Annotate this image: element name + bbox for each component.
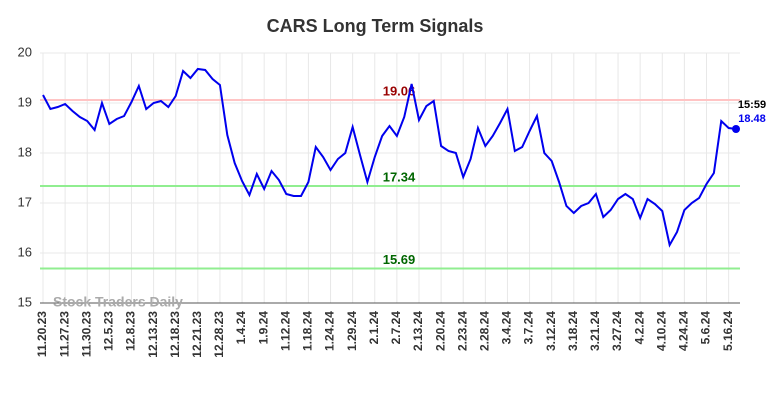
x-tick-label: 1.12.24 xyxy=(278,311,292,351)
x-tick-label: 2.13.24 xyxy=(411,311,425,351)
x-tick-label: 1.18.24 xyxy=(301,311,315,351)
y-tick-label: 17 xyxy=(18,194,32,209)
x-tick-label: 12.21.23 xyxy=(190,311,204,358)
y-tick-label: 20 xyxy=(18,44,32,59)
signal-label: 15.69 xyxy=(383,252,416,267)
last-value: 18.48 xyxy=(738,113,766,125)
x-tick-label: 1.29.24 xyxy=(345,311,359,351)
x-tick-label: 1.24.24 xyxy=(323,311,337,351)
x-tick-label: 4.24.24 xyxy=(677,311,691,351)
x-tick-label: 3.7.24 xyxy=(522,311,536,345)
x-tick-label: 12.5.23 xyxy=(102,311,116,351)
x-tick-label: 3.27.24 xyxy=(610,311,624,351)
y-tick-label: 19 xyxy=(18,94,32,109)
last-time: 15:59 xyxy=(738,99,766,111)
x-tick-label: 5.6.24 xyxy=(699,311,713,345)
x-tick-label: 5.16.24 xyxy=(721,311,735,351)
x-tick-label: 1.4.24 xyxy=(234,311,248,345)
x-tick-label: 2.20.24 xyxy=(433,311,447,351)
y-tick-label: 16 xyxy=(18,244,32,259)
last-point xyxy=(732,125,740,133)
x-tick-label: 11.30.23 xyxy=(79,311,93,357)
x-tick-label: 3.18.24 xyxy=(566,311,580,351)
signal-label: 19.06 xyxy=(383,83,416,98)
price-line xyxy=(42,67,737,248)
x-tick-label: 3.4.24 xyxy=(500,311,514,345)
x-tick-label: 2.28.24 xyxy=(478,311,492,351)
x-tick-label: 1.9.24 xyxy=(256,311,270,345)
x-tick-label: 12.28.23 xyxy=(212,311,226,358)
watermark: Stock Traders Daily xyxy=(53,294,183,310)
x-tick-label: 12.13.23 xyxy=(146,311,160,358)
x-tick-label: 2.7.24 xyxy=(389,311,403,345)
x-tick-label: 11.27.23 xyxy=(57,311,71,357)
x-tick-label: 3.21.24 xyxy=(588,311,602,351)
chart-title: CARS Long Term Signals xyxy=(267,16,484,36)
x-tick-label: 3.12.24 xyxy=(544,311,558,351)
x-tick-label: 12.8.23 xyxy=(124,311,138,351)
x-tick-label: 2.1.24 xyxy=(367,311,381,345)
x-tick-label: 12.18.23 xyxy=(168,311,182,358)
y-tick-label: 15 xyxy=(18,294,32,309)
x-tick-label: 2.23.24 xyxy=(455,311,469,351)
x-tick-label: 4.2.24 xyxy=(632,311,646,345)
x-tick-label: 11.20.23 xyxy=(35,311,49,357)
signal-label: 17.34 xyxy=(383,169,416,184)
x-tick-label: 4.10.24 xyxy=(654,311,668,351)
y-tick-label: 18 xyxy=(18,144,32,159)
